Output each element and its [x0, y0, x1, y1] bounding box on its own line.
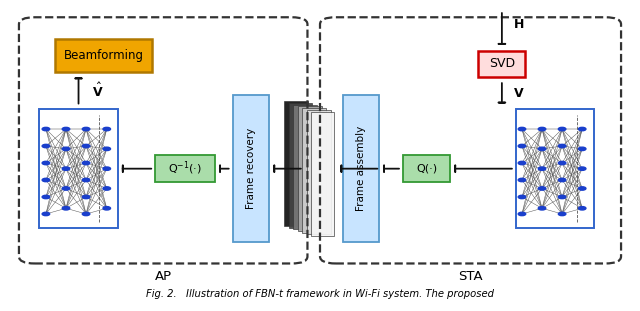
Circle shape	[558, 212, 566, 216]
Circle shape	[518, 144, 525, 148]
Bar	[303, 108, 326, 233]
Circle shape	[103, 167, 111, 170]
Circle shape	[83, 195, 90, 199]
Text: AP: AP	[155, 270, 172, 283]
Bar	[403, 155, 450, 182]
Circle shape	[103, 127, 111, 131]
Circle shape	[579, 207, 586, 210]
Text: STA: STA	[458, 270, 483, 283]
Circle shape	[83, 127, 90, 131]
Bar	[39, 109, 118, 228]
Bar	[307, 110, 331, 234]
Text: Q(·): Q(·)	[416, 164, 437, 174]
Text: Q$^{-1}$(·): Q$^{-1}$(·)	[168, 160, 202, 178]
Circle shape	[62, 167, 70, 170]
Text: Frame assembly: Frame assembly	[356, 126, 366, 211]
Circle shape	[518, 161, 525, 165]
Circle shape	[42, 178, 50, 182]
Text: $\mathbf{V}$: $\mathbf{V}$	[513, 87, 525, 100]
Circle shape	[518, 195, 525, 199]
Bar	[293, 105, 317, 229]
Bar	[298, 106, 322, 231]
Text: $\hat{\mathbf{V}}$: $\hat{\mathbf{V}}$	[92, 81, 104, 100]
Circle shape	[42, 195, 50, 199]
Circle shape	[558, 178, 566, 182]
Circle shape	[83, 178, 90, 182]
Circle shape	[62, 207, 70, 210]
Circle shape	[42, 161, 50, 165]
Circle shape	[538, 207, 546, 210]
Circle shape	[579, 127, 586, 131]
Circle shape	[83, 161, 90, 165]
Circle shape	[83, 144, 90, 148]
Text: $\mathbf{H}$: $\mathbf{H}$	[513, 18, 524, 31]
Circle shape	[518, 127, 525, 131]
Bar	[516, 109, 595, 228]
Circle shape	[538, 127, 546, 131]
Bar	[55, 39, 152, 72]
Bar	[289, 103, 312, 228]
Circle shape	[558, 144, 566, 148]
Circle shape	[579, 187, 586, 190]
Circle shape	[558, 127, 566, 131]
Circle shape	[518, 178, 525, 182]
Circle shape	[103, 207, 111, 210]
Circle shape	[558, 195, 566, 199]
Circle shape	[579, 147, 586, 151]
Circle shape	[558, 161, 566, 165]
Bar	[284, 101, 308, 226]
Text: Fig. 2.   Illustration of FBN-t framework in Wi-Fi system. The proposed: Fig. 2. Illustration of FBN-t framework …	[146, 289, 494, 299]
Text: SVD: SVD	[489, 58, 515, 71]
Bar	[156, 155, 215, 182]
Circle shape	[579, 167, 586, 170]
Circle shape	[103, 147, 111, 151]
Bar	[342, 95, 379, 242]
Bar	[478, 50, 525, 77]
Bar	[310, 112, 335, 236]
Circle shape	[538, 187, 546, 190]
Circle shape	[83, 212, 90, 216]
Circle shape	[42, 212, 50, 216]
Circle shape	[518, 212, 525, 216]
Circle shape	[103, 187, 111, 190]
Circle shape	[62, 127, 70, 131]
Bar	[233, 95, 269, 242]
Circle shape	[42, 127, 50, 131]
Text: Frame recovery: Frame recovery	[246, 128, 256, 209]
Circle shape	[538, 167, 546, 170]
Circle shape	[538, 147, 546, 151]
Circle shape	[62, 187, 70, 190]
Circle shape	[42, 144, 50, 148]
Circle shape	[62, 147, 70, 151]
Text: Beamforming: Beamforming	[63, 49, 143, 62]
